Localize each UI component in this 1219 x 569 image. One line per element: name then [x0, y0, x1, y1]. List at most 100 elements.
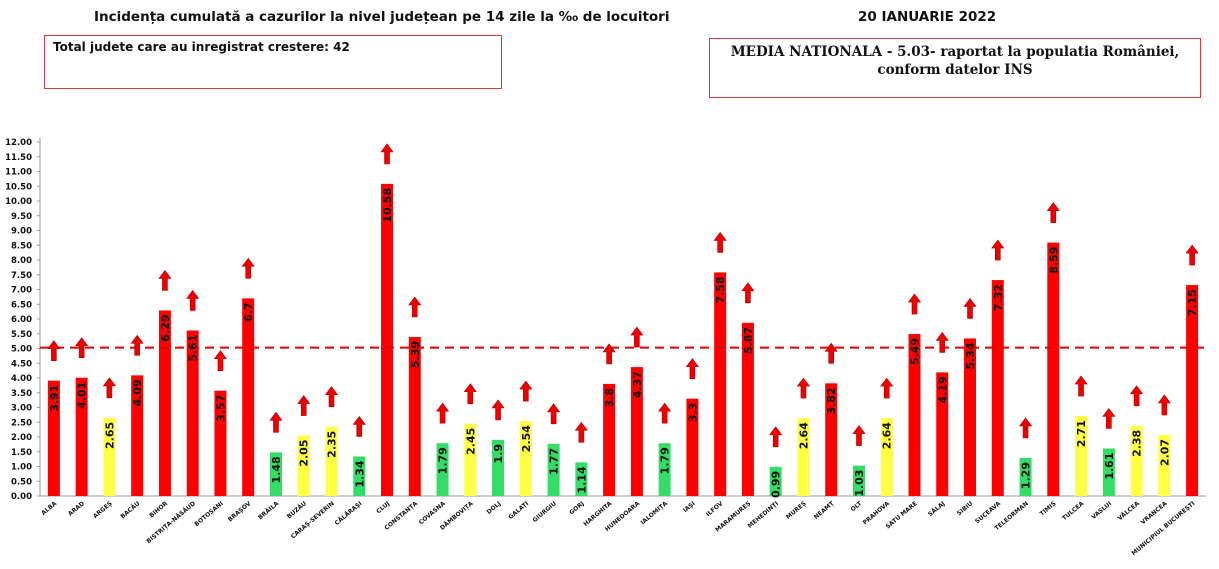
bar: [214, 390, 227, 496]
trend-up-arrow-icon: [213, 350, 228, 371]
category-label: MEHEDINȚI: [747, 500, 780, 530]
trend-up-arrow-icon: [158, 269, 172, 291]
trend-up-arrow-icon: [574, 421, 588, 443]
value-label: 7.58: [714, 276, 727, 303]
value-label: 2.45: [464, 428, 477, 455]
y-tick-label: 4.50: [11, 359, 32, 369]
category-label: SIBIU: [956, 500, 975, 517]
bar: [1019, 457, 1032, 496]
y-tick-label: 1.50: [11, 448, 32, 458]
bar: [325, 426, 338, 496]
bar: [575, 462, 588, 496]
value-label: 2.64: [797, 422, 810, 449]
trend-up-arrow-icon: [491, 399, 505, 421]
bar: [852, 465, 865, 496]
trend-up-arrow-icon: [1185, 244, 1199, 266]
bar: [630, 367, 643, 496]
trend-up-arrow-icon: [408, 296, 422, 318]
bar: [492, 439, 505, 496]
trend-up-arrow-icon: [102, 377, 117, 399]
y-tick-label: 3.00: [11, 404, 32, 414]
category-label: ARAD: [67, 500, 86, 518]
value-label: 2.64: [881, 422, 894, 449]
value-label: 4.37: [631, 371, 644, 398]
category-label: GORJ: [568, 500, 585, 516]
value-label: 6.29: [159, 314, 172, 341]
value-label: 1.29: [1020, 462, 1033, 489]
value-label: 3.3: [686, 403, 699, 423]
category-labels-group: ALBA ARAD ARGEȘ BACĂU BIHORBISTRIȚA-NĂSĂUDBO…: [40, 500, 1196, 558]
category-label: BIHOR: [148, 500, 169, 519]
value-label: 6.7: [242, 302, 255, 322]
value-label: 1.03: [853, 470, 866, 497]
category-label: VASLUI: [1090, 500, 1113, 521]
value-label: 3.91: [48, 385, 61, 412]
bar: [714, 272, 727, 496]
trend-up-arrow-icon: [380, 143, 394, 165]
value-label: 8.59: [1047, 247, 1060, 274]
value-label: 2.38: [1131, 430, 1144, 457]
y-tick-label: 11.50: [5, 153, 32, 163]
category-label: IALOMIȚA: [640, 500, 670, 526]
trend-up-arrow-icon: [324, 386, 339, 407]
value-label: 0.99: [770, 471, 783, 498]
trend-up-arrow-icon: [352, 415, 366, 437]
bar: [269, 452, 282, 496]
trend-up-arrow-icon: [47, 340, 61, 361]
bar: [1158, 434, 1171, 496]
bar: [964, 338, 977, 496]
trend-up-arrow-icon: [852, 425, 866, 446]
trend-up-arrow-icon: [769, 426, 783, 448]
trend-up-arrow-icon: [741, 282, 755, 304]
y-tick-label: 6.00: [11, 315, 32, 325]
bar: [797, 418, 810, 496]
value-label: 5.39: [409, 341, 422, 368]
category-label: ARGEȘ: [92, 500, 114, 520]
bar: [353, 456, 366, 496]
chart-title: Incidența cumulată a cazurilor la nivel …: [94, 9, 670, 25]
value-label: 5.61: [187, 335, 200, 362]
value-label: 1.79: [659, 447, 672, 474]
trend-up-arrow-icon: [796, 377, 811, 399]
category-label: VÂLCEA: [1117, 500, 1142, 522]
y-tick-label: 10.00: [5, 197, 32, 207]
trend-up-arrow-icon: [935, 331, 949, 353]
value-label: 2.07: [1158, 439, 1171, 466]
category-label: GIURGIU: [531, 500, 558, 524]
trend-up-arrow-icon: [602, 343, 616, 365]
bar: [936, 372, 949, 496]
trend-up-arrow-icon: [75, 337, 89, 359]
bar: [103, 417, 116, 496]
trend-up-arrow-icon: [991, 239, 1005, 261]
trend-arrows-group: [47, 143, 1199, 448]
y-axis: 0.00 0.50 1.00 1.50 2.00 2.50 3.00 3.50 4.00 4.50…: [5, 138, 41, 502]
y-tick-label: 5.00: [11, 345, 32, 355]
bar: [880, 418, 893, 496]
y-tick-label: 1.00: [11, 463, 32, 473]
bar: [769, 466, 782, 496]
value-label: 1.14: [575, 466, 588, 493]
value-label: 5.87: [742, 327, 755, 354]
y-tick-label: 9.50: [11, 212, 32, 222]
value-label: 3.8: [603, 388, 616, 408]
y-tick-label: 7.50: [11, 271, 32, 281]
y-tick-label: 8.00: [11, 256, 32, 266]
trend-up-arrow-icon: [713, 231, 727, 253]
y-tick-label: 3.50: [11, 389, 32, 399]
y-tick-label: 2.00: [11, 433, 32, 443]
category-label: BUZĂU: [286, 500, 308, 520]
growth-count-text: Total judete care au inregistrat crester…: [53, 40, 350, 54]
y-tick-label: 8.50: [11, 241, 32, 251]
bars-group: [47, 183, 1199, 496]
value-label: 2.35: [326, 431, 339, 458]
value-labels-group: 3.91 4.01 2.65 4.09 6.29 5.61 3.57 6.7 1.48 2.05 2…: [48, 188, 1199, 498]
y-tick-label: 0.00: [11, 492, 32, 502]
value-label: 1.9: [492, 444, 505, 464]
value-label: 1.79: [437, 447, 450, 474]
category-label: BISTRIȚA-NĂSĂUD: [145, 500, 197, 545]
trend-up-arrow-icon: [1157, 394, 1171, 416]
bar: [242, 298, 255, 496]
category-label: GALAȚI: [507, 500, 530, 521]
bar: [1102, 448, 1115, 496]
